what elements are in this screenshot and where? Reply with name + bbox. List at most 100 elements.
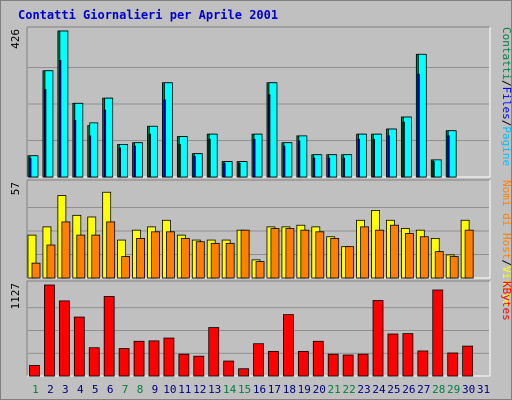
bar-nomi-di-host [121, 256, 131, 279]
bar-nomi-di-host [31, 262, 41, 279]
bar-nomi-di-host [404, 233, 414, 279]
bar-kbytes [133, 340, 145, 377]
bar-files [327, 157, 331, 178]
x-tick-label: 14 [223, 383, 237, 396]
x-tick-label: 8 [137, 383, 144, 396]
x-tick-label: 3 [62, 383, 69, 396]
bar-nomi-di-host [106, 221, 116, 279]
x-tick-label: 19 [298, 383, 311, 396]
bar-kbytes [402, 333, 414, 377]
bar-nomi-di-host [195, 241, 205, 279]
bar-files [148, 133, 151, 178]
x-tick-label: 2 [47, 383, 54, 396]
bar-files [283, 145, 286, 178]
panel-kbytes-legend-item-0: KBytes [500, 281, 512, 321]
x-tick-label: 7 [122, 383, 129, 396]
bar-kbytes [283, 314, 294, 377]
bar-nomi-di-host [375, 229, 384, 279]
x-tick-label: 30 [462, 383, 475, 396]
bar-kbytes [29, 365, 40, 377]
panel-kbytes: 1127 KBytes [9, 280, 512, 377]
x-tick-label: 17 [268, 383, 281, 396]
bar-files [372, 138, 375, 178]
bar-files [193, 156, 196, 178]
x-tick-label: 21 [328, 383, 341, 396]
panel-hits-legend-item-3: / [500, 120, 512, 127]
bar-kbytes [372, 300, 384, 377]
bar-files [268, 94, 271, 178]
bar-kbytes [163, 337, 175, 377]
bar-files [103, 109, 107, 178]
bar-nomi-di-host [345, 246, 355, 279]
bar-nomi-di-host [330, 238, 340, 279]
bar-nomi-di-host [61, 221, 71, 279]
bar-files [342, 157, 346, 178]
bar-files [417, 73, 420, 178]
bar-kbytes [208, 327, 220, 377]
bar-nomi-di-host [434, 251, 444, 279]
panel-kbytes-y-max-label: 1127 [9, 283, 22, 310]
panel-visits: 57 Nomi di Host/Visite [9, 179, 512, 306]
panel-kbytes-legend: KBytes [500, 281, 512, 321]
bar-files [178, 144, 181, 178]
bar-files [118, 147, 122, 178]
bar-files [297, 140, 301, 178]
bar-nomi-di-host [136, 238, 145, 279]
bar-nomi-di-host [210, 242, 220, 279]
x-tick-label: 31 [477, 383, 490, 396]
bar-files [253, 138, 256, 178]
panel-visits-y-max-label: 57 [9, 182, 22, 195]
x-tick-label: 12 [193, 383, 206, 396]
panel-visits-legend-item-1: / [500, 259, 512, 266]
x-tick-label: 23 [357, 383, 370, 396]
bar-nomi-di-host [390, 224, 399, 279]
panel-hits: 426 Contatti/Files/Pagine [9, 26, 512, 178]
bar-kbytes [417, 350, 429, 377]
bar-kbytes [387, 333, 399, 377]
panel-hits-y-max-label: 426 [9, 29, 22, 49]
x-tick-label: 22 [342, 383, 355, 396]
bar-kbytes [223, 360, 235, 377]
bar-files [312, 157, 316, 178]
panel-visits-legend-item-2: Visite [500, 266, 512, 306]
bar-nomi-di-host [46, 244, 56, 279]
bar-files [223, 162, 226, 178]
bar-kbytes [193, 355, 205, 377]
x-tick-label: 15 [238, 383, 251, 396]
bar-files [44, 89, 47, 178]
bar-kbytes [118, 348, 130, 377]
bar-nomi-di-host [315, 231, 325, 279]
bar-files [208, 138, 211, 178]
x-tick-label: 24 [372, 383, 386, 396]
bar-nomi-di-host [300, 229, 310, 279]
bar-files [58, 60, 62, 178]
bar-kbytes [432, 289, 444, 377]
bar-kbytes [58, 300, 70, 377]
bar-kbytes [462, 345, 474, 377]
bar-kbytes [88, 347, 100, 377]
x-axis-day-labels: 1 2 3 4 5 6 7 8 9 10 11 12 13 14 15 16 17 18 19 20 21 22 23 24 2… [32, 383, 490, 396]
bar-nomi-di-host [91, 234, 101, 279]
bar-files [387, 135, 390, 178]
bar-nomi-di-host [419, 236, 429, 279]
x-tick-label: 28 [432, 383, 445, 396]
x-tick-label: 13 [208, 383, 221, 396]
bar-kbytes [342, 354, 354, 377]
x-tick-label: 18 [283, 383, 296, 396]
x-tick-label: 9 [152, 383, 159, 396]
x-tick-label: 20 [313, 383, 326, 396]
bar-kbytes [327, 353, 339, 377]
bar-nomi-di-host [151, 231, 160, 279]
panel-hits-legend: Contatti/Files/Pagine [500, 27, 512, 166]
panel-hits-legend-item-0: Contatti [500, 27, 512, 80]
x-tick-label: 1 [32, 383, 39, 396]
bar-files [73, 120, 77, 178]
bar-kbytes [297, 350, 309, 377]
bar-files [163, 99, 166, 178]
bar-kbytes [44, 284, 55, 377]
x-tick-label: 29 [447, 383, 460, 396]
bar-files [133, 145, 136, 178]
chart-title: Contatti Giornalieri per Aprile 2001 [18, 8, 278, 22]
panel-visits-legend-item-0: Nomi di Host [500, 180, 512, 259]
